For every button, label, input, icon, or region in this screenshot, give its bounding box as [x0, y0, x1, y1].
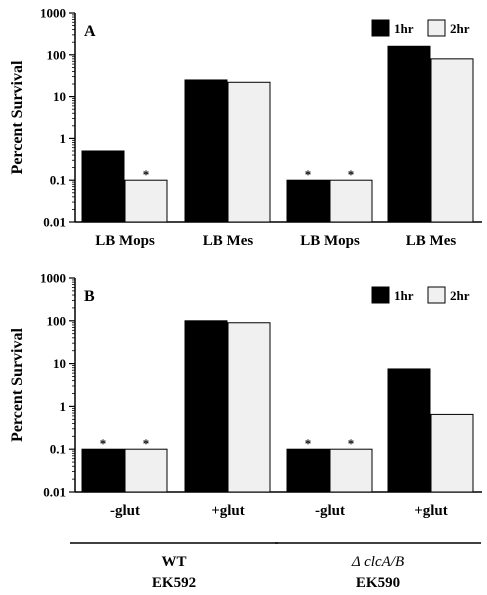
bar-A-2hr: [430, 58, 474, 223]
y-axis-label-A: Percent Survival: [9, 60, 26, 174]
bar-A-1hr: [81, 150, 125, 223]
significance-star: *: [348, 167, 355, 182]
group-label-line1: Δ clcA/B: [351, 554, 404, 570]
bar-B-2hr: [430, 413, 474, 493]
group-label-line2: EK590: [356, 575, 400, 591]
bar-B-2hr: [124, 448, 168, 493]
panel-letter-B: B: [84, 288, 95, 305]
category-label-B: -glut: [110, 503, 140, 519]
bar-B-1hr: [81, 448, 125, 493]
legend-label-1hr: 1hr: [394, 288, 414, 303]
bar-A-2hr: [329, 179, 373, 223]
bar-A-2hr: [124, 179, 168, 223]
significance-star: *: [305, 436, 312, 451]
y-axis-label-B: Percent Survival: [9, 327, 26, 441]
y-tick-label-B: 100: [47, 313, 67, 328]
bar-A-1hr: [286, 179, 330, 223]
y-tick-label-A: 100: [47, 47, 67, 62]
bar-B-1hr: [184, 320, 228, 493]
significance-star: *: [348, 436, 355, 451]
group-label-line1: WT: [161, 554, 186, 570]
panel-letter-A: A: [84, 23, 96, 40]
y-tick-label-B: 0.1: [50, 442, 66, 457]
bar-A-1hr: [387, 45, 431, 223]
category-label-A: LB Mes: [406, 233, 457, 249]
bar-A-1hr: [184, 79, 228, 223]
y-tick-label-A: 1: [60, 131, 67, 146]
significance-star: *: [100, 436, 107, 451]
legend-label-2hr: 2hr: [450, 288, 470, 303]
category-label-B: -glut: [315, 503, 345, 519]
y-tick-label-B: 10: [53, 356, 66, 371]
legend-swatch-2hr: [427, 19, 446, 37]
y-tick-label-A: 0.1: [50, 173, 66, 188]
category-label-A: LB Mops: [300, 233, 360, 249]
y-tick-label-A: 10: [53, 89, 66, 104]
legend-swatch-1hr: [371, 19, 390, 37]
legend-label-1hr: 1hr: [394, 21, 414, 36]
significance-star: *: [143, 436, 150, 451]
y-tick-label-A: 0.01: [43, 215, 66, 230]
legend-label-2hr: 2hr: [450, 21, 470, 36]
y-tick-label-A: 1000: [40, 6, 66, 21]
category-label-B: +glut: [211, 503, 245, 519]
category-label-A: LB Mops: [95, 233, 155, 249]
group-label-line2: EK592: [152, 575, 196, 591]
category-label-A: LB Mes: [203, 233, 254, 249]
legend-swatch-2hr: [427, 286, 446, 304]
y-tick-label-B: 0.01: [43, 485, 66, 500]
significance-star: *: [143, 167, 150, 182]
significance-star: *: [305, 167, 312, 182]
bar-A-2hr: [227, 81, 271, 223]
bar-B-1hr: [387, 368, 431, 493]
y-tick-label-B: 1000: [40, 271, 66, 286]
bar-B-2hr: [227, 322, 271, 493]
bar-B-2hr: [329, 448, 373, 493]
legend-swatch-1hr: [371, 286, 390, 304]
y-tick-label-B: 1: [60, 399, 67, 414]
bar-B-1hr: [286, 448, 330, 493]
category-label-B: +glut: [414, 503, 448, 519]
